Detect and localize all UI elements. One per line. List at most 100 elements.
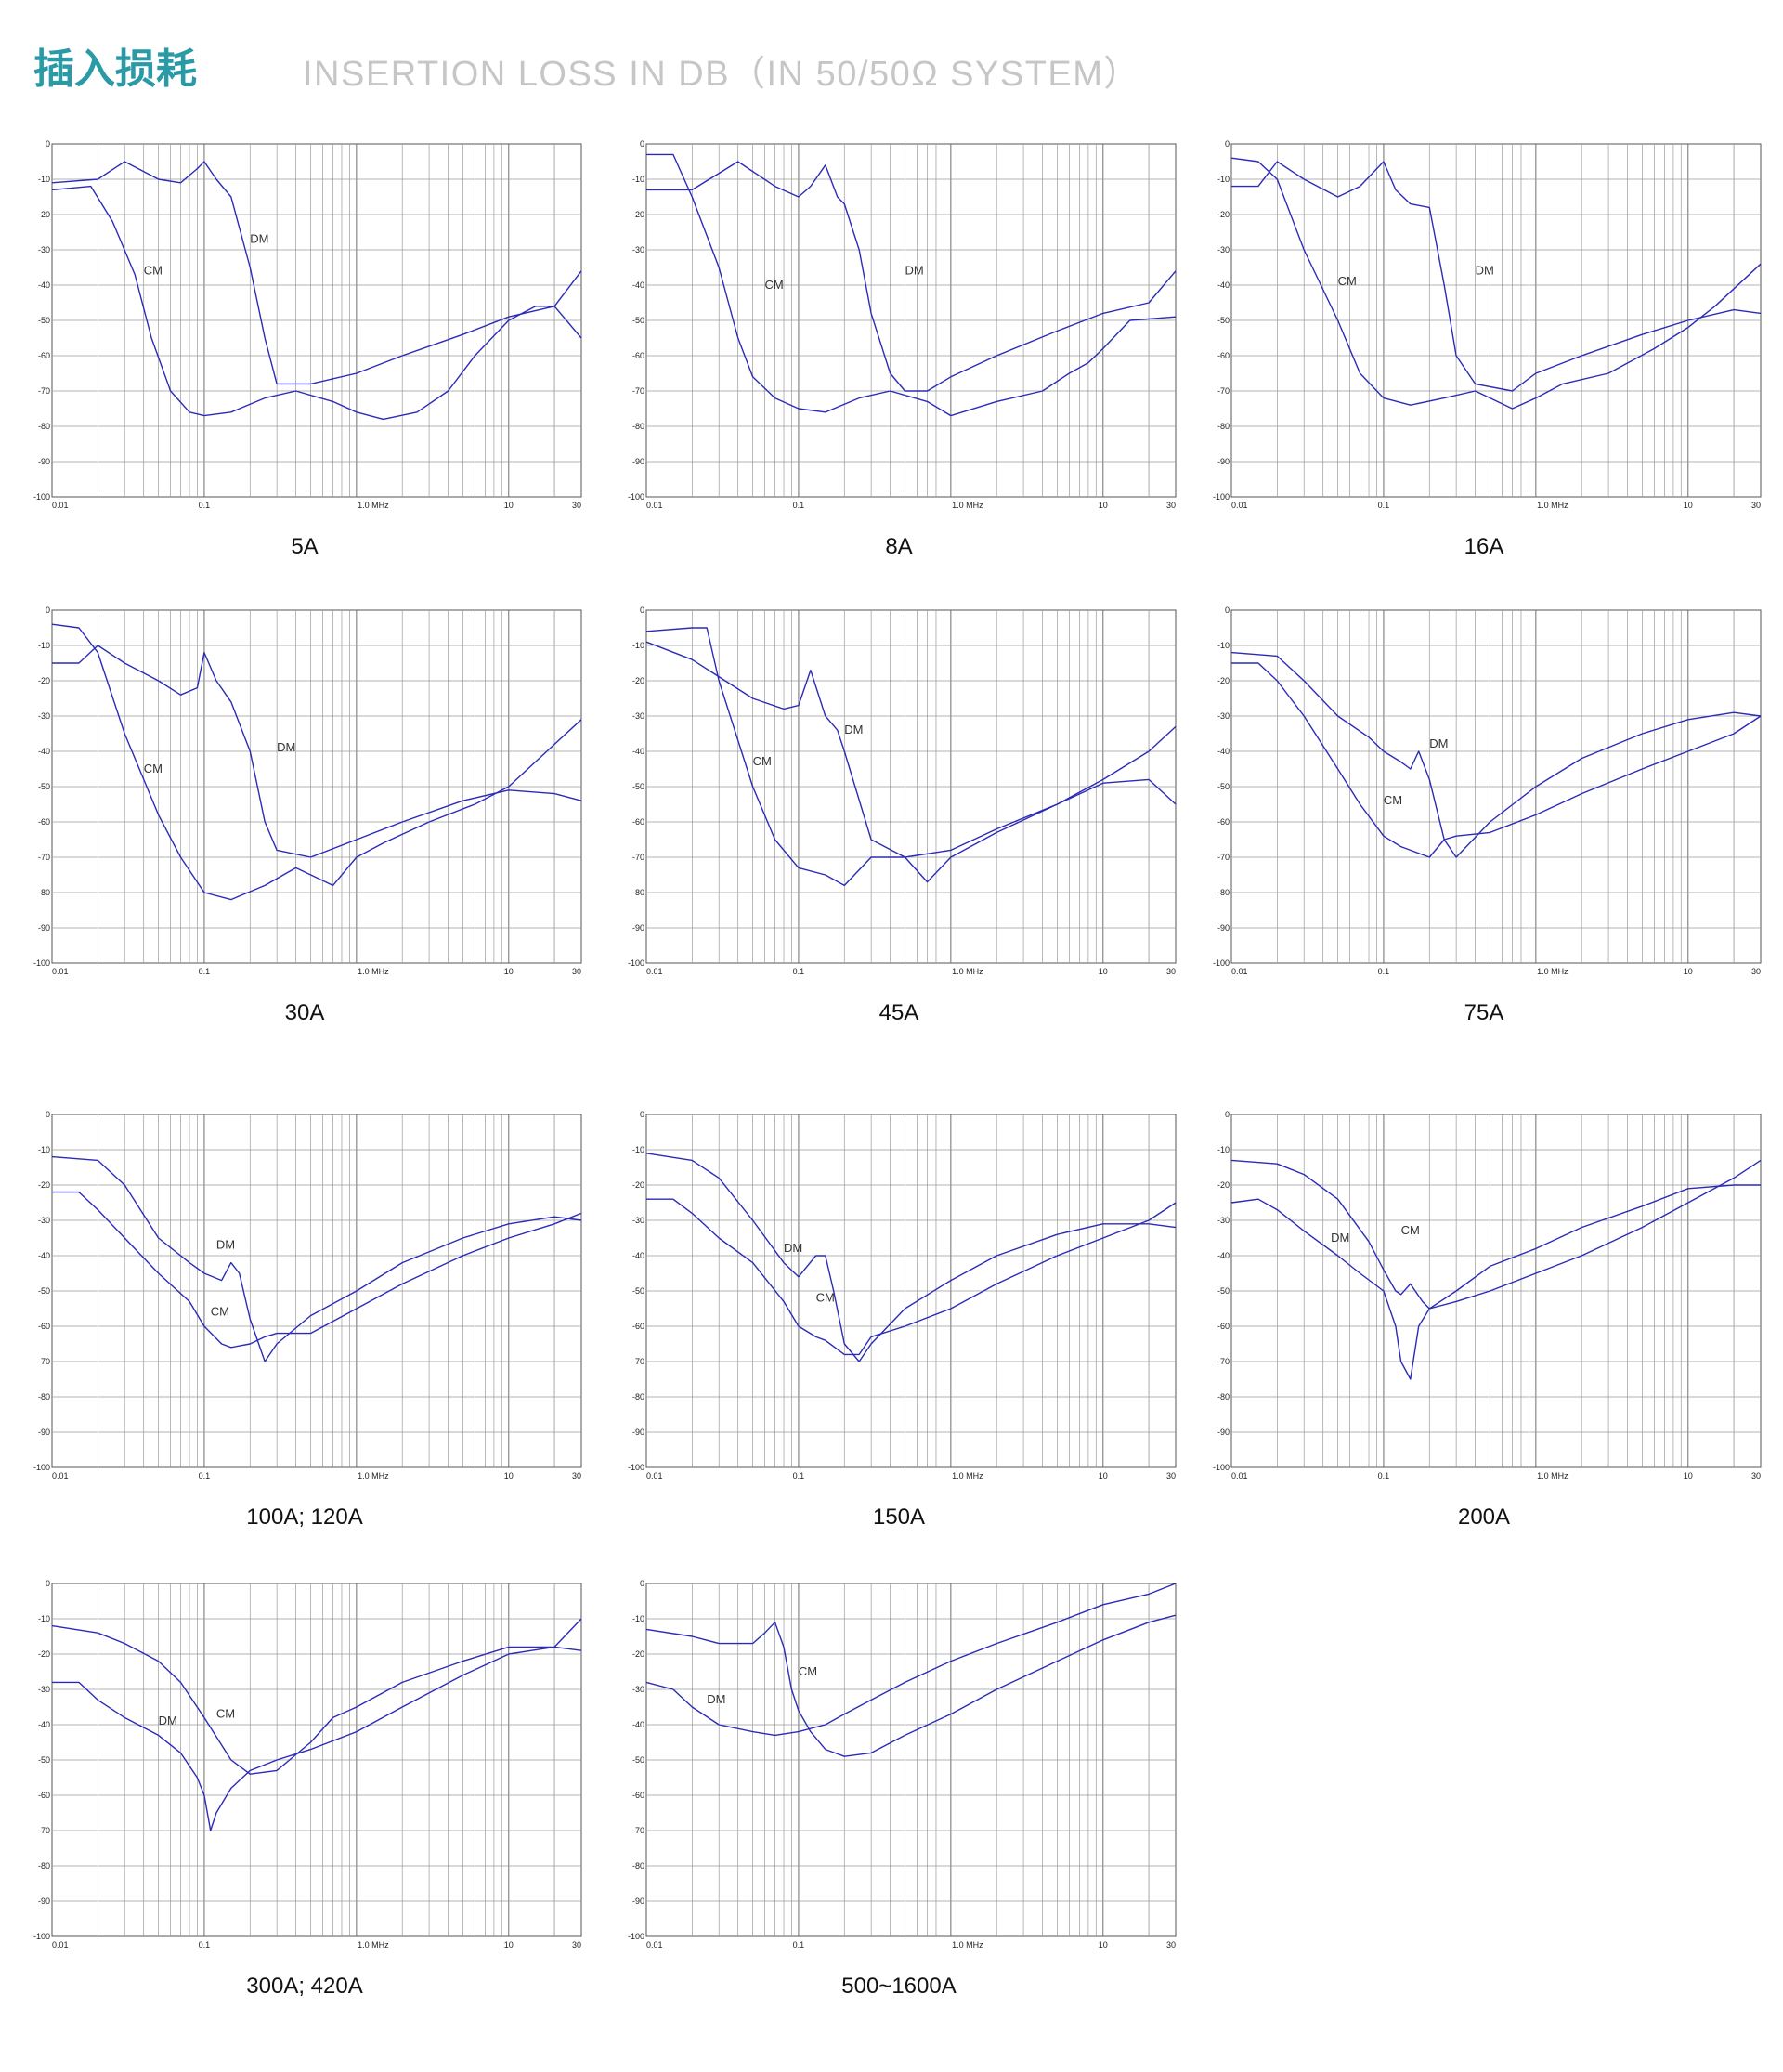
x-tick-label: 30 <box>1751 501 1761 510</box>
x-tick-label: 0.1 <box>793 967 805 976</box>
y-tick-label: -70 <box>38 1357 50 1366</box>
y-tick-label: -30 <box>38 1216 50 1225</box>
y-tick-label: 0 <box>640 606 644 615</box>
y-tick-label: -40 <box>1217 747 1230 756</box>
y-tick-label: -20 <box>632 676 644 685</box>
series-line-dm <box>51 161 582 385</box>
y-tick-label: -20 <box>1217 1180 1230 1190</box>
y-tick-label: -90 <box>1217 457 1230 466</box>
x-tick-label: 0.1 <box>793 501 805 510</box>
y-tick-label: -80 <box>38 1392 50 1401</box>
y-tick-label: -30 <box>1217 711 1230 721</box>
y-tick-label: -80 <box>632 888 644 897</box>
x-tick-label: 30 <box>1166 967 1176 976</box>
y-tick-label: -60 <box>632 351 644 360</box>
x-tick-label: 0.1 <box>199 1471 211 1480</box>
y-tick-label: -40 <box>1217 1251 1230 1260</box>
series-line-cm <box>645 1614 1177 1757</box>
y-tick-label: -40 <box>38 747 50 756</box>
series-label: CM <box>1338 274 1357 288</box>
series-label: DM <box>1476 264 1494 278</box>
y-tick-label: -20 <box>632 1649 644 1659</box>
y-tick-label: -50 <box>38 316 50 325</box>
y-tick-label: -40 <box>632 280 644 290</box>
series-label: CM <box>144 264 163 278</box>
y-tick-label: -50 <box>38 1286 50 1296</box>
x-tick-label: 1.0 MHz <box>1537 501 1568 510</box>
x-tick-label: 30 <box>1166 1940 1176 1949</box>
x-tick-label: 0.1 <box>793 1940 805 1949</box>
series-line-dm <box>645 1153 1177 1362</box>
y-tick-label: -70 <box>1217 386 1230 396</box>
x-tick-label: 1.0 MHz <box>1537 967 1568 976</box>
y-tick-label: -30 <box>632 245 644 254</box>
x-tick-label: 0.1 <box>1378 967 1390 976</box>
x-tick-label: 0.1 <box>1378 1471 1390 1480</box>
chart-caption: 5A <box>291 534 319 559</box>
y-tick-label: -50 <box>1217 316 1230 325</box>
y-tick-label: -40 <box>632 747 644 756</box>
series-label: DM <box>707 1692 725 1706</box>
chart-panel-8: 0 -10 -20 -30 -40 -50 -60 -70 -80 -90 -100 0.01 0.1 1… <box>620 1110 1178 1546</box>
series-label: DM <box>1429 736 1448 750</box>
y-tick-label: -20 <box>38 1180 50 1190</box>
series-line-cm <box>52 1191 582 1349</box>
x-tick-label: 0.1 <box>199 501 211 510</box>
series-label: CM <box>211 1305 229 1319</box>
chart-caption: 100A; 120A <box>246 1505 363 1530</box>
y-tick-label: -80 <box>1217 422 1230 431</box>
page-title-en: INSERTION LOSS IN DB（IN 50/50Ω SYSTEM） <box>303 55 1140 94</box>
chart-caption: 16A <box>1464 534 1504 559</box>
series-line-cm <box>51 1624 582 1775</box>
series-line-cm <box>1231 662 1762 858</box>
y-tick-label: -50 <box>632 1286 644 1296</box>
y-tick-label: -100 <box>1213 492 1230 502</box>
y-tick-label: -90 <box>38 457 50 466</box>
chart-panel-4: 0 -10 -20 -30 -40 -50 -60 -70 -80 -90 -100 0.01 0.1 1… <box>26 606 583 1042</box>
y-tick-label: -100 <box>628 1463 644 1472</box>
chart-panel-10: 0 -10 -20 -30 -40 -50 -60 -70 -80 -90 -100 0.01 0.1 1… <box>26 1579 583 2015</box>
x-tick-label: 0.1 <box>1378 501 1390 510</box>
y-tick-label: -30 <box>1217 1216 1230 1225</box>
y-tick-label: -10 <box>38 1145 50 1154</box>
y-tick-label: -100 <box>1213 958 1230 968</box>
y-tick-label: -30 <box>632 1685 644 1694</box>
series-line-cm <box>646 1198 1177 1356</box>
y-tick-label: 0 <box>640 1579 644 1588</box>
y-tick-label: -30 <box>1217 245 1230 254</box>
y-tick-label: -80 <box>632 422 644 431</box>
y-tick-label: -70 <box>632 853 644 862</box>
chart-caption: 75A <box>1464 1000 1504 1025</box>
y-tick-label: -40 <box>632 1251 644 1260</box>
y-tick-label: -100 <box>33 1463 50 1472</box>
y-tick-label: -70 <box>632 386 644 396</box>
y-tick-label: 0 <box>46 1579 50 1588</box>
y-tick-label: -90 <box>632 1896 644 1906</box>
series-label: CM <box>765 278 784 292</box>
x-tick-label: 10 <box>1684 501 1693 510</box>
series-line-dm <box>51 1155 582 1362</box>
series-line-cm <box>51 623 582 901</box>
series-line-dm <box>52 645 582 858</box>
y-tick-label: -90 <box>38 1427 50 1437</box>
y-tick-label: -90 <box>38 923 50 932</box>
y-tick-label: -60 <box>1217 1322 1230 1331</box>
series-line-dm <box>646 161 1177 392</box>
y-tick-label: -70 <box>38 1826 50 1835</box>
x-tick-label: 30 <box>1751 967 1761 976</box>
y-tick-label: -80 <box>38 888 50 897</box>
y-tick-label: -80 <box>38 422 50 431</box>
y-tick-label: -30 <box>38 1685 50 1694</box>
y-tick-label: -90 <box>632 1427 644 1437</box>
y-tick-label: -20 <box>632 210 644 219</box>
y-tick-label: -20 <box>38 1649 50 1659</box>
page-title-cn: 插入损耗 <box>33 46 197 93</box>
series-label: DM <box>159 1714 177 1727</box>
y-tick-label: -50 <box>38 1755 50 1765</box>
y-tick-label: -100 <box>1213 1463 1230 1472</box>
y-tick-label: -40 <box>38 1251 50 1260</box>
